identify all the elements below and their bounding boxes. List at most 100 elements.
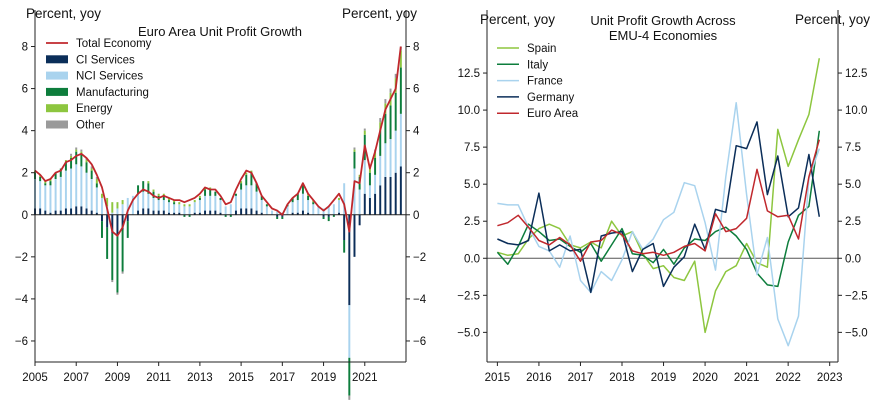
- right-chart-axes: −5.0 −5.0 −2.5 −2.5 0.0 0.0 2.5 2.5 5.0 5.0 7.5 7.5…: [457, 10, 868, 384]
- right-chart-title-line2: EMU-4 Economies: [609, 28, 718, 43]
- left-xtick-label: 2005: [22, 372, 48, 384]
- legend-label-spain: Spain: [527, 43, 556, 55]
- bar-nci-services: [90, 179, 93, 211]
- bar-other: [75, 147, 78, 150]
- bar-ci-services: [111, 214, 114, 234]
- bar-ci-services: [85, 208, 88, 215]
- bar-nci-services: [240, 189, 243, 209]
- bar-ci-services: [137, 210, 140, 215]
- bar-manufacturing: [121, 229, 124, 272]
- bar-energy: [44, 181, 47, 184]
- bar-manufacturing: [229, 214, 232, 217]
- bar-nci-services: [121, 204, 124, 215]
- bar-manufacturing: [301, 185, 304, 194]
- right-ytick-label-left: 0.0: [464, 253, 480, 265]
- bar-ci-services: [162, 210, 165, 215]
- legend-swatch-ci-services: [46, 55, 68, 64]
- bar-nci-services: [296, 200, 299, 213]
- bar-energy: [85, 160, 88, 163]
- right-xtick-label: 2021: [734, 372, 760, 384]
- bar-manufacturing: [101, 221, 103, 238]
- right-ytick-label-left: 7.5: [464, 142, 480, 154]
- bar-energy: [353, 149, 356, 152]
- bar-nci-services: [101, 197, 103, 215]
- bar-other: [348, 395, 351, 400]
- legend-label-euro-area: Euro Area: [527, 108, 579, 120]
- bar-nci-services: [353, 168, 356, 215]
- bar-manufacturing: [59, 168, 62, 177]
- bar-ci-services: [90, 210, 93, 215]
- bar-ci-services: [106, 214, 109, 228]
- right-ytick-label-right: 0.0: [845, 253, 861, 265]
- right-xtick-label: 2015: [485, 372, 511, 384]
- left-xtick-label: 2015: [228, 372, 254, 384]
- bar-ci-services: [95, 212, 98, 215]
- bar-manufacturing: [75, 151, 78, 165]
- bar-energy: [101, 193, 103, 198]
- bar-manufacturing: [39, 176, 42, 182]
- bar-ci-services: [234, 210, 237, 215]
- left-ytick-label-left: −2: [15, 252, 28, 264]
- bar-manufacturing: [394, 92, 397, 131]
- bar-ci-services: [54, 210, 57, 215]
- bar-nci-services: [39, 181, 42, 209]
- bar-other: [121, 271, 124, 274]
- left-xtick-label: 2019: [311, 372, 337, 384]
- legend-label-nci-services: NCI Services: [76, 71, 143, 83]
- bar-nci-services: [44, 185, 47, 211]
- bar-ci-services: [209, 210, 212, 215]
- bar-manufacturing: [49, 181, 52, 186]
- left-xtick-label: 2007: [63, 372, 89, 384]
- left-ytick-label-left: 0: [22, 210, 28, 222]
- right-ytick-label-right: 12.5: [845, 68, 867, 80]
- bar-manufacturing: [167, 200, 170, 203]
- bar-energy: [368, 168, 371, 173]
- bar-energy: [147, 181, 150, 184]
- right-ytick-label-left: −2.5: [457, 290, 480, 302]
- bar-energy: [95, 179, 98, 184]
- bar-manufacturing: [209, 189, 212, 196]
- left-chart-ylabel-left: Percent, yoy: [26, 6, 101, 21]
- bar-manufacturing: [198, 197, 201, 201]
- bar-manufacturing: [296, 193, 299, 201]
- right-ytick-label-right: −5.0: [845, 327, 868, 339]
- right-ytick-label-left: 12.5: [458, 68, 480, 80]
- bar-other: [384, 99, 387, 104]
- legend-label-germany: Germany: [527, 92, 575, 104]
- bar-manufacturing: [250, 172, 253, 186]
- bar-ci-services: [296, 212, 299, 215]
- right-xtick-label: 2018: [609, 372, 635, 384]
- bar-energy: [49, 179, 52, 182]
- bar-energy: [358, 174, 361, 177]
- bar-ci-services: [343, 214, 346, 241]
- bar-ci-services: [64, 208, 67, 215]
- bar-ci-services: [338, 212, 340, 215]
- bar-ci-services: [250, 208, 253, 215]
- bar-energy: [80, 151, 83, 154]
- bar-nci-services: [147, 193, 150, 209]
- bar-nci-services: [374, 174, 377, 194]
- bar-manufacturing: [111, 233, 114, 280]
- bar-energy: [209, 187, 212, 190]
- bar-nci-services: [183, 206, 186, 215]
- bar-other: [353, 147, 356, 150]
- bar-nci-services: [49, 185, 52, 213]
- bar-nci-services: [131, 195, 134, 215]
- bar-manufacturing: [348, 357, 351, 396]
- right-xtick-label: 2022: [775, 372, 801, 384]
- bar-ci-services: [147, 208, 150, 215]
- bar-manufacturing: [384, 113, 387, 144]
- bar-ci-services: [394, 172, 397, 215]
- bar-ci-services: [49, 212, 52, 215]
- bar-nci-services: [54, 179, 57, 211]
- bar-manufacturing: [322, 216, 325, 219]
- bar-energy: [152, 189, 155, 192]
- bar-manufacturing: [291, 197, 294, 203]
- bar-energy: [245, 172, 248, 175]
- bar-ci-services: [348, 214, 351, 306]
- left-ytick-label-right: −4: [413, 294, 427, 306]
- bar-manufacturing: [126, 221, 129, 238]
- bar-energy: [64, 160, 67, 163]
- bar-manufacturing: [90, 170, 93, 180]
- bar-manufacturing: [142, 181, 145, 192]
